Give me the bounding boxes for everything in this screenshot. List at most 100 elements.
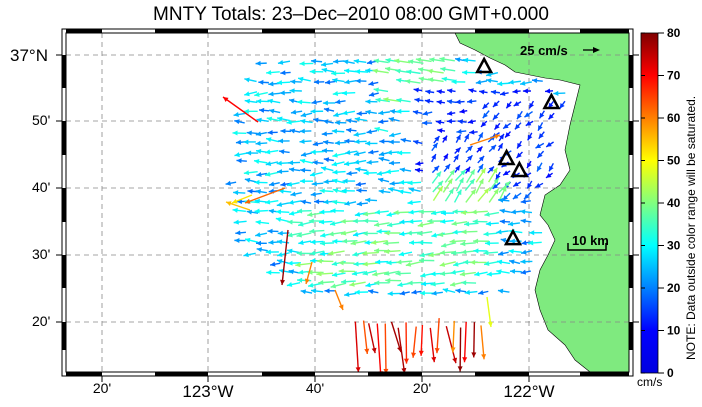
current-vector-arrow [462, 57, 476, 63]
current-vector-arrow [430, 281, 445, 287]
current-vector-arrow [473, 238, 489, 244]
current-vector-arrow [310, 288, 324, 294]
current-vector-arrow [289, 88, 302, 94]
current-vector-arrow [414, 97, 424, 103]
current-vector-arrow [353, 131, 366, 137]
current-vector-arrow [280, 229, 289, 286]
current-vector-arrow [453, 189, 462, 203]
current-vector-arrow [342, 110, 356, 116]
current-vector-arrow [439, 261, 456, 267]
current-vector-arrow [399, 167, 412, 173]
current-vector-arrow [296, 232, 312, 238]
x-tick-label: 122°W [503, 382, 554, 401]
current-vector-arrow [547, 112, 555, 120]
current-vector-arrow [514, 122, 522, 130]
current-vector-arrow [310, 239, 324, 245]
y-tick-label: 30' [32, 246, 50, 262]
current-vector-arrow [299, 138, 312, 144]
current-vector-arrow [323, 157, 335, 163]
current-vector-arrow [493, 122, 501, 131]
colorbar-tick-label: 70 [667, 69, 681, 83]
current-vector-arrow [365, 140, 378, 146]
current-vector-arrow [309, 171, 323, 177]
colorbar-ticks: 80 70 60 50 40 30 20 10 0 [641, 26, 681, 380]
current-vector-arrow [523, 191, 532, 200]
current-vector-arrow [278, 138, 290, 144]
y-tick-label: 20' [32, 313, 50, 329]
current-vector-arrow [340, 230, 357, 236]
current-vector-arrow [430, 210, 445, 216]
current-vector-arrow [386, 222, 402, 228]
current-vector-arrow [450, 320, 456, 353]
current-vector-arrow [276, 259, 289, 264]
current-vector-arrow [276, 160, 290, 166]
current-vector-arrow [378, 119, 389, 125]
current-vector-arrow [516, 140, 523, 149]
current-vector-arrow [417, 221, 434, 228]
current-vector-arrow [425, 89, 435, 95]
current-vector-arrow [287, 260, 301, 266]
current-vector-arrow [477, 132, 484, 142]
current-vector-arrow [297, 221, 313, 227]
scale-bar [567, 243, 607, 251]
current-vector-arrow [332, 152, 346, 158]
current-vector-arrow [324, 79, 336, 85]
current-vector-arrow [351, 270, 366, 276]
current-vector-arrow [367, 289, 379, 295]
current-vector-arrow [319, 188, 334, 194]
colorbar-unit: cm/s [637, 375, 662, 389]
current-vector-arrow [308, 218, 324, 224]
current-vector-arrow [464, 289, 478, 295]
current-vector-arrow [330, 282, 347, 289]
current-vector-arrow [246, 150, 259, 156]
current-vector-arrow [477, 187, 490, 202]
current-vector-arrow [363, 218, 379, 224]
station-marker [542, 92, 561, 110]
current-vector-arrow [454, 147, 462, 154]
current-vector-arrow [473, 248, 488, 254]
current-vector-arrow [320, 61, 334, 67]
current-vector-arrow [427, 218, 443, 224]
current-vector-arrow [495, 171, 501, 180]
current-vector-arrow [424, 98, 434, 104]
current-vector-arrow [437, 232, 454, 237]
current-vector-arrow [280, 128, 292, 134]
current-vector-arrow [520, 218, 532, 224]
current-vector-arrow [256, 247, 268, 253]
current-vector-arrow [256, 117, 269, 123]
current-vector-arrow [268, 108, 281, 114]
current-vector-arrow [296, 250, 312, 256]
current-vector-arrow [403, 322, 409, 364]
current-vector-arrow [429, 327, 437, 363]
current-vector-arrow [290, 79, 302, 85]
current-vector-arrow [276, 252, 290, 257]
current-vector-arrow [488, 167, 498, 183]
current-vector-arrow [233, 112, 246, 117]
current-vector-arrow [332, 178, 346, 184]
current-vector-arrow [418, 324, 424, 356]
current-vector-arrow [482, 110, 490, 119]
current-vector-arrow [477, 163, 484, 173]
current-vector-arrow [321, 131, 333, 137]
current-vector-arrow [312, 141, 324, 147]
current-vector-arrow [255, 219, 270, 225]
current-vector-arrow [280, 181, 291, 187]
current-vector-arrow [318, 219, 333, 225]
current-vector-arrow [373, 222, 390, 228]
current-vector-arrow [328, 250, 345, 256]
current-vector-arrow [344, 149, 358, 155]
current-vector-arrow [363, 170, 377, 176]
current-vector-arrow [309, 250, 325, 256]
current-vector-arrow [486, 296, 493, 328]
current-vector-arrow [342, 59, 355, 65]
current-vector-arrow [411, 326, 417, 358]
current-vector-arrow [471, 322, 477, 358]
current-vector-arrow [373, 58, 389, 64]
current-vector-arrow [465, 145, 473, 154]
current-vector-arrow [387, 291, 401, 297]
current-vector-arrow [468, 88, 477, 94]
current-vector-arrow [232, 130, 247, 136]
current-vector-arrow [466, 169, 476, 184]
current-vector-arrow [365, 197, 378, 203]
